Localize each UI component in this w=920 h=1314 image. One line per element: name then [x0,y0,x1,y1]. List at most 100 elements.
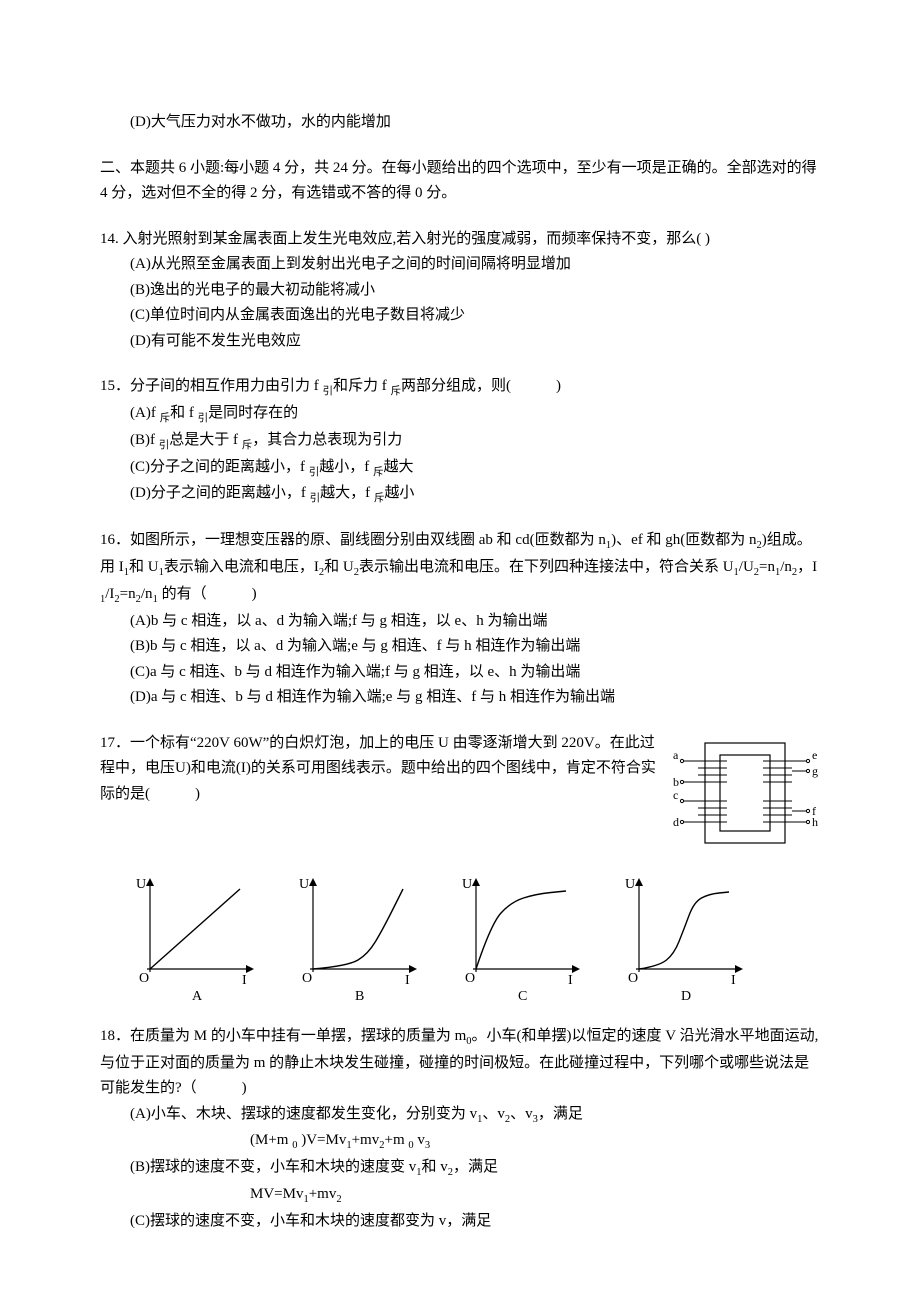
svg-text:D: D [681,989,691,1004]
q18: 18．在质量为 M 的小车中挂有一单摆，摆球的质量为 m0。小车(和单摆)以恒定… [100,1024,820,1235]
q14-B: (B)逸出的光电子的最大初动能将减小 [100,278,820,304]
graph-D: UOID [619,874,754,1004]
q15-Bc: ，其合力总表现为引力 [252,432,402,448]
q15-stem-c: 两部分组成，则( ) [401,378,561,394]
section2-heading: 二、本题共 6 小题:每小题 4 分，共 24 分。在每小题给出的四个选项中，至… [100,156,820,207]
q14: 14. 入射光照射到某金属表面上发生光电效应,若入射光的强度减弱，而频率保持不变… [100,227,820,355]
q16-sd: 和 U [129,559,159,575]
q15-D: (D)分子之间的距离越小，f 引越大，f 斥越小 [100,481,820,508]
q18-Ad: ，满足 [538,1106,583,1122]
sub-chi: 斥 [374,493,385,504]
eq: +m [384,1132,408,1148]
q18-Bb: 和 v [422,1159,448,1175]
q15-B: (B)f 引总是大于 f 斥，其合力总表现为引力 [100,428,820,455]
q15-Aa: (A)f [130,405,160,421]
svg-text:b: b [673,775,679,789]
q15-stem: 15．分子间的相互作用力由引力 f 引和斥力 f 斥两部分组成，则( ) [100,374,820,401]
svg-text:O: O [465,971,475,986]
q14-D: (D)有可能不发生光电效应 [100,329,820,355]
q15-stem-b: 和斥力 f [333,378,391,394]
sub: 2 [336,1194,341,1205]
q15-Cb: 越小，f [319,459,373,475]
q15-Cc: 越大 [384,459,414,475]
svg-text:O: O [628,971,638,986]
q16-C: (C)a 与 c 相连、b 与 d 相连作为输入端;f 与 g 相连，以 e、h… [100,660,820,686]
svg-text:C: C [518,989,527,1004]
eq: (M+m [250,1132,292,1148]
q18-B-eqn: MV=Mv1+mv2 [100,1182,820,1209]
q16-sg: 表示输出电流和电压。在下列四种连接法中，符合关系 U [359,559,734,575]
sub-yin: 引 [310,493,321,504]
q15-Ba: (B)f [130,432,159,448]
q15-Ab: 和 f [170,405,198,421]
svg-text:I: I [242,973,247,988]
q15-Da: (D)分子之间的距离越小，f [130,485,310,501]
svg-text:U: U [299,877,309,892]
q16-so: 的有（ ) [158,586,257,602]
q15-C: (C)分子之间的距离越小，f 引越小，f 斥越大 [100,455,820,482]
q14-C: (C)单位时间内从金属表面逸出的光电子数目将减少 [100,303,820,329]
svg-text:d: d [673,815,679,829]
q14-A: (A)从光照至金属表面上到发射出光电子之间的时间间隔将明显增加 [100,252,820,278]
svg-text:c: c [673,788,678,802]
eq: )V=Mv [297,1132,346,1148]
svg-text:O: O [302,971,312,986]
q16-sn: /n [141,586,153,602]
q15-Db: 越大，f [320,485,374,501]
q16-se: 表示输入电流和电压，I [164,559,319,575]
sub-chi: 斥 [242,440,253,451]
q13-option-d: (D)大气压力对水不做功，水的内能增加 [100,110,820,136]
q16-sh: /U [739,559,754,575]
q18-B: (B)摆球的速度不变，小车和木块的速度变 v1和 v2，满足 [100,1155,820,1182]
svg-text:e: e [812,748,817,762]
q18-Ab: 、v [482,1106,505,1122]
sub-yin: 引 [309,467,320,478]
sub-yin: 引 [159,440,170,451]
eq: v [414,1132,425,1148]
transformer-diagram: abcdegfh [670,731,820,856]
q18-stem: 18．在质量为 M 的小车中挂有一单摆，摆球的质量为 m0。小车(和单摆)以恒定… [100,1024,820,1102]
q16-sa: 16．如图所示，一理想变压器的原、副线圈分别由双线圈 ab 和 cd(匝数都为 … [100,532,606,548]
q15-Bb: 总是大于 f [169,432,242,448]
eq: MV=Mv [250,1186,303,1202]
q15-Ca: (C)分子之间的距离越小，f [130,459,309,475]
svg-text:O: O [139,971,149,986]
svg-text:a: a [673,748,679,762]
sub-chi: 斥 [391,386,402,397]
eq: +mv [309,1186,337,1202]
svg-text:U: U [462,877,472,892]
transformer-svg: abcdegfh [670,731,820,856]
svg-text:A: A [192,989,203,1004]
q16-A: (A)b 与 c 相连，以 a、d 为输入端;f 与 g 相连，以 e、h 为输… [100,609,820,635]
eq: +mv [352,1132,380,1148]
q16-sj: /n [780,559,792,575]
q18-A-eqn: (M+m 0 )V=Mv1+mv2+m 0 v3 [100,1128,820,1155]
q16-si: =n [759,559,775,575]
q18-Ba: (B)摆球的速度不变，小车和木块的速度变 v [130,1159,416,1175]
svg-text:B: B [355,989,364,1004]
q16-sk: ，I [797,559,817,575]
q16-B: (B)b 与 c 相连，以 a、d 为输入端;e 与 g 相连、f 与 h 相连… [100,634,820,660]
q15-Ac: 是同时存在的 [208,405,298,421]
q18-A: (A)小车、木块、摆球的速度都发生变化，分别变为 v1、v2、v3，满足 [100,1102,820,1129]
q14-stem: 14. 入射光照射到某金属表面上发生光电效应,若入射光的强度减弱，而频率保持不变… [100,227,820,253]
q18-sa: 18．在质量为 M 的小车中挂有一单摆，摆球的质量为 m [100,1028,466,1044]
svg-text:U: U [625,877,635,892]
q18-Aa: (A)小车、木块、摆球的速度都发生变化，分别变为 v [130,1106,477,1122]
sub-yin: 引 [323,386,334,397]
q16-sm: =n [120,586,136,602]
q15: 15．分子间的相互作用力由引力 f 引和斥力 f 斥两部分组成，则( ) (A)… [100,374,820,508]
q16-stem: 16．如图所示，一理想变压器的原、副线圈分别由双线圈 ab 和 cd(匝数都为 … [100,528,820,609]
graph-A: U O I A [130,874,265,1004]
svg-text:U: U [136,877,146,892]
q18-Bc: ，满足 [453,1159,498,1175]
svg-text:I: I [568,973,573,988]
svg-text:g: g [812,764,818,778]
q16-D: (D)a 与 c 相连、b 与 d 相连作为输入端;e 与 g 相连、f 与 h… [100,685,820,711]
q18-C: (C)摆球的速度不变，小车和木块的速度都变为 v，满足 [100,1209,820,1235]
sub: 3 [425,1140,430,1151]
q15-A: (A)f 斥和 f 引是同时存在的 [100,401,820,428]
sub-chi: 斥 [373,467,384,478]
q15-stem-a: 15．分子间的相互作用力由引力 f [100,378,323,394]
graph-B: UOIB [293,874,428,1004]
